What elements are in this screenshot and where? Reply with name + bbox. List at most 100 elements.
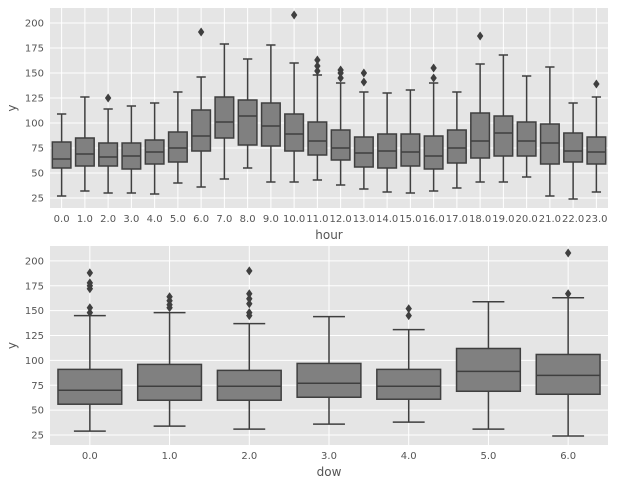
- dow-y-axis-label: y: [5, 342, 19, 349]
- hour-xtick-label: 0.0: [54, 214, 70, 225]
- outlier-point: [314, 66, 321, 76]
- hour-box-12.0: [330, 65, 351, 186]
- dow-xtick-label: 6.0: [560, 451, 576, 462]
- hour-ytick-label: 100: [25, 119, 44, 130]
- outlier-point: [405, 311, 412, 321]
- iqr-box: [136, 363, 203, 401]
- iqr-box: [51, 141, 72, 169]
- outlier-point: [246, 266, 253, 276]
- dow-ytick-label: 25: [31, 431, 44, 442]
- iqr-box: [98, 142, 119, 167]
- hour-ytick-label: 150: [25, 69, 44, 80]
- hour-xtick-label: 10.0: [283, 214, 305, 225]
- dow-box-1.0: [136, 292, 203, 427]
- iqr-box: [57, 368, 123, 405]
- dow-xtick-label: 2.0: [241, 451, 257, 462]
- dow-ytick-label: 150: [25, 306, 44, 317]
- outlier-point: [86, 268, 94, 278]
- iqr-box: [296, 362, 362, 398]
- dow-ytick-label: 50: [31, 406, 44, 417]
- hour-box-2.0: [98, 93, 119, 194]
- hour-y-axis-label: y: [5, 104, 19, 111]
- hour-plot-background: [50, 8, 608, 208]
- dow-ytick-label: 125: [25, 331, 44, 342]
- iqr-box: [423, 135, 444, 170]
- dow-box-4.0: [376, 304, 442, 423]
- iqr-box: [74, 137, 95, 167]
- outlier-point: [86, 308, 94, 318]
- hour-x-ticks: 0.0 1.0 2.0 3.0 4.0 5.0 6.0 7.0 8.0 9.0 10.0 11.0 12…: [54, 214, 608, 225]
- iqr-box: [586, 136, 607, 165]
- dow-ytick-label: 100: [25, 356, 44, 367]
- hour-xtick-label: 23.0: [585, 214, 607, 225]
- hour-ytick-label: 125: [25, 94, 44, 105]
- iqr-box: [539, 123, 560, 165]
- iqr-box: [455, 347, 522, 393]
- dow-boxes: [57, 248, 601, 437]
- outlier-point: [476, 31, 484, 41]
- outlier-point: [104, 93, 112, 103]
- hour-box-14.0: [377, 92, 398, 193]
- hour-xtick-label: 7.0: [216, 214, 232, 225]
- outlier-point: [564, 289, 572, 299]
- hour-xtick-label: 12.0: [329, 214, 351, 225]
- hour-ytick-label: 175: [25, 44, 44, 55]
- hour-xtick-label: 20.0: [515, 214, 537, 225]
- iqr-box: [167, 131, 188, 163]
- outlier-point: [314, 61, 321, 71]
- iqr-box: [446, 129, 467, 164]
- hour-box-20.0: [516, 75, 537, 178]
- hour-ytick-label: 25: [31, 194, 44, 205]
- outlier-point: [314, 55, 321, 65]
- outlier-point: [360, 68, 368, 78]
- outlier-point: [246, 289, 253, 299]
- hour-box-3.0: [121, 105, 142, 194]
- dow-boxplot: 25 50 75 100 125 150 175 200 0.0 1.0 2.0 3.0 4.0 5.0…: [5, 246, 608, 479]
- iqr-box: [260, 102, 281, 147]
- iqr-box: [237, 99, 258, 146]
- hour-box-0.0: [51, 113, 72, 197]
- hour-box-6.0: [191, 27, 212, 188]
- hour-box-17.0: [446, 91, 467, 189]
- dow-xtick-label: 5.0: [480, 451, 496, 462]
- hour-xtick-label: 3.0: [123, 214, 139, 225]
- hour-box-4.0: [144, 102, 165, 195]
- hour-xtick-label: 16.0: [422, 214, 444, 225]
- hour-xtick-label: 14.0: [376, 214, 398, 225]
- outlier-point: [405, 304, 412, 314]
- outlier-point: [337, 65, 344, 75]
- dow-box-3.0: [296, 315, 362, 425]
- iqr-box: [400, 133, 421, 167]
- hour-box-16.0: [423, 63, 444, 192]
- hour-xtick-label: 18.0: [469, 214, 491, 225]
- hour-xtick-label: 19.0: [492, 214, 514, 225]
- dow-x-axis-label: dow: [317, 465, 342, 479]
- hour-box-10.0: [284, 10, 305, 183]
- hour-ytick-label: 50: [31, 169, 44, 180]
- dow-xtick-label: 4.0: [401, 451, 417, 462]
- iqr-box: [563, 132, 584, 163]
- iqr-box: [470, 112, 491, 159]
- iqr-box: [535, 353, 601, 396]
- dow-xtick-label: 3.0: [321, 451, 337, 462]
- hour-box-23.0: [586, 79, 607, 193]
- outlier-point: [86, 278, 94, 288]
- hour-xtick-label: 15.0: [399, 214, 421, 225]
- hour-box-15.0: [400, 89, 421, 194]
- hour-box-19.0: [493, 54, 514, 183]
- dow-box-0.0: [57, 268, 123, 432]
- hour-box-7.0: [214, 43, 235, 180]
- hour-x-axis-label: hour: [315, 228, 343, 242]
- hour-xtick-label: 5.0: [170, 214, 186, 225]
- hour-xtick-label: 21.0: [539, 214, 561, 225]
- hour-box-21.0: [539, 66, 560, 197]
- hour-box-8.0: [237, 58, 258, 169]
- hour-xtick-label: 17.0: [446, 214, 468, 225]
- outlier-point: [246, 294, 253, 304]
- iqr-box: [216, 369, 282, 401]
- hour-xtick-label: 2.0: [100, 214, 116, 225]
- dow-box-2.0: [216, 266, 282, 430]
- dow-ytick-label: 200: [25, 256, 44, 267]
- dow-xtick-label: 1.0: [162, 451, 178, 462]
- hour-xtick-label: 11.0: [306, 214, 328, 225]
